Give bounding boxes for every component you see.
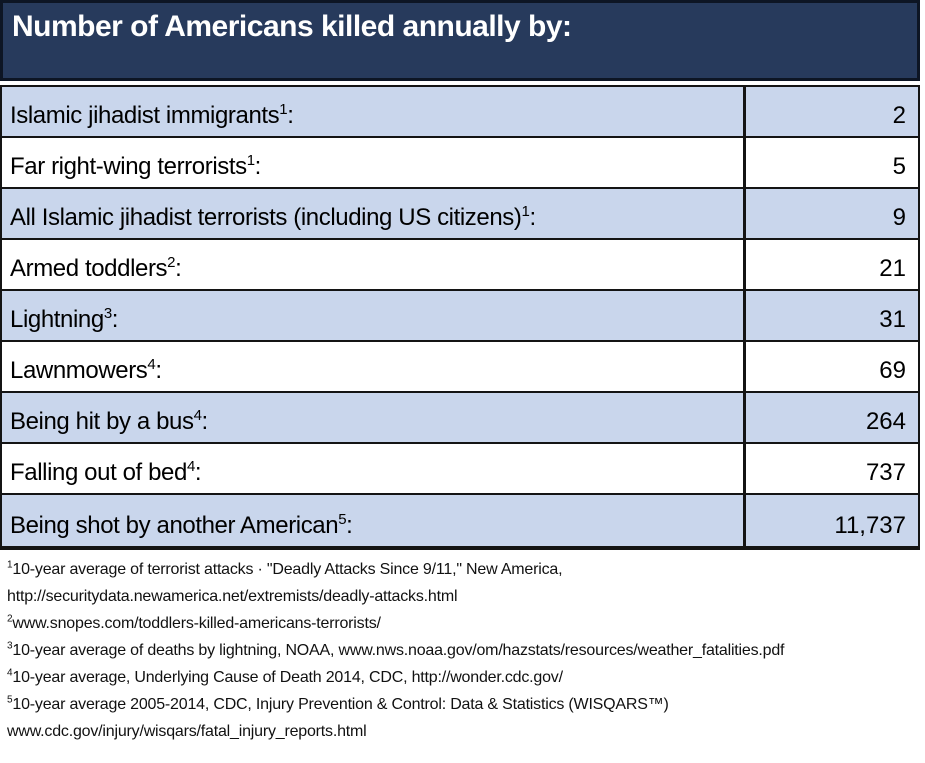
footnotes: 110-year average of terrorist attacks · … xyxy=(0,550,925,745)
footnote-4: 410-year average, Underlying Cause of De… xyxy=(7,664,917,691)
table-row: All Islamic jihadist terrorists (includi… xyxy=(2,189,918,240)
footnote-number: 5 xyxy=(7,694,13,706)
footnote-number: 2 xyxy=(7,613,13,625)
footnote-ref: 4 xyxy=(147,356,156,373)
row-label-text: Islamic jihadist immigrants xyxy=(10,102,280,129)
row-label-text: Armed toddlers xyxy=(10,255,168,282)
colon: : xyxy=(111,306,119,333)
row-label: Lawnmowers4: xyxy=(2,342,743,391)
colon: : xyxy=(194,459,202,486)
footnote-url: www.cdc.gov/injury/wisqars/fatal_injury_… xyxy=(7,723,367,740)
footnote-text: 10-year average, Underlying Cause of Dea… xyxy=(12,669,563,686)
statistics-table: Islamic jihadist immigrants1: 2 Far righ… xyxy=(0,85,920,550)
row-label-text: Lawnmowers xyxy=(10,357,148,384)
footnote-ref: 1 xyxy=(279,101,288,118)
row-value: 737 xyxy=(743,444,918,493)
footnote-3: 310-year average of deaths by lightning,… xyxy=(7,637,917,664)
table-row: Being hit by a bus4: 264 xyxy=(2,393,918,444)
footnote-5: 510-year average 2005-2014, CDC, Injury … xyxy=(7,691,917,745)
table-row: Falling out of bed4: 737 xyxy=(2,444,918,495)
footnote-text: www.snopes.com/toddlers-killed-americans… xyxy=(12,615,381,632)
row-value: 69 xyxy=(743,342,918,391)
table-row: Far right-wing terrorists1: 5 xyxy=(2,138,918,189)
row-label: Being hit by a bus4: xyxy=(2,393,743,442)
footnote-url: http://securitydata.newamerica.net/extre… xyxy=(7,588,458,605)
row-label: Being shot by another American5: xyxy=(2,495,743,546)
table-row: Lawnmowers4: 69 xyxy=(2,342,918,393)
footnote-ref: 2 xyxy=(167,254,176,271)
row-label-text: Lightning xyxy=(10,306,104,333)
footnote-ref: 3 xyxy=(103,305,112,322)
table-row: Being shot by another American5: 11,737 xyxy=(2,495,918,546)
row-label: Falling out of bed4: xyxy=(2,444,743,493)
row-value: 2 xyxy=(743,87,918,136)
row-value: 9 xyxy=(743,189,918,238)
row-label: Lightning3: xyxy=(2,291,743,340)
colon: : xyxy=(346,512,353,539)
footnote-text: 10-year average of terrorist attacks · "… xyxy=(12,561,563,578)
row-value: 11,737 xyxy=(743,495,918,546)
table-row: Lightning3: 31 xyxy=(2,291,918,342)
row-label: Far right-wing terrorists1: xyxy=(2,138,743,187)
row-label-text: Being shot by another American xyxy=(10,512,339,539)
colon: : xyxy=(155,357,162,384)
footnote-ref: 1 xyxy=(246,152,255,169)
footnote-ref: 5 xyxy=(338,511,347,528)
footnote-1: 110-year average of terrorist attacks · … xyxy=(7,556,917,610)
footnote-text: 10-year average of deaths by lightning, … xyxy=(12,642,785,659)
page-title: Number of Americans killed annually by: xyxy=(12,10,572,43)
footnote-number: 4 xyxy=(7,667,13,679)
row-value: 264 xyxy=(743,393,918,442)
footnote-number: 3 xyxy=(7,640,13,652)
row-label: Armed toddlers2: xyxy=(2,240,743,289)
colon: : xyxy=(175,255,182,282)
table-row: Islamic jihadist immigrants1: 2 xyxy=(2,87,918,138)
title-bar: Number of Americans killed annually by: xyxy=(0,0,920,81)
footnote-ref: 4 xyxy=(193,407,202,424)
colon: : xyxy=(254,153,262,180)
footnote-text: 10-year average 2005-2014, CDC, Injury P… xyxy=(12,696,669,713)
footnote-number: 1 xyxy=(7,559,13,571)
row-label-text: Being hit by a bus xyxy=(10,408,194,435)
row-value: 31 xyxy=(743,291,918,340)
colon: : xyxy=(201,408,209,435)
row-label: Islamic jihadist immigrants1: xyxy=(2,87,743,136)
colon: : xyxy=(287,102,294,129)
footnote-2: 2www.snopes.com/toddlers-killed-american… xyxy=(7,610,917,637)
table-row: Armed toddlers2: 21 xyxy=(2,240,918,291)
footnote-ref: 4 xyxy=(186,458,195,475)
row-label: All Islamic jihadist terrorists (includi… xyxy=(2,189,743,238)
colon: : xyxy=(529,204,536,231)
row-label-text: Far right-wing terrorists xyxy=(10,153,247,180)
row-label-text: All Islamic jihadist terrorists (includi… xyxy=(10,204,522,231)
row-value: 5 xyxy=(743,138,918,187)
row-value: 21 xyxy=(743,240,918,289)
footnote-ref: 1 xyxy=(521,203,530,220)
row-label-text: Falling out of bed xyxy=(10,459,187,486)
